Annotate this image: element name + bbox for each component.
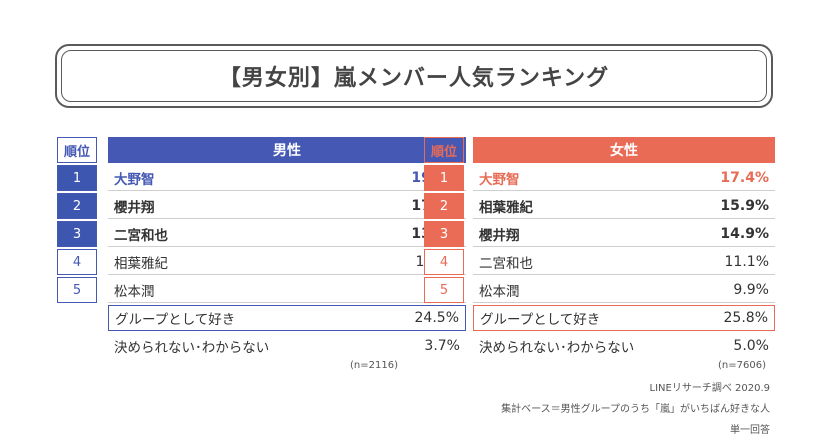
female-rank-cell: 4 <box>424 249 464 275</box>
female-member-name: 相葉雅紀 <box>479 199 533 216</box>
male-table-row: 二宮和也13.9% <box>108 221 466 247</box>
male-sample-size: (n=2116) <box>350 360 398 371</box>
female-member-name: 二宮和也 <box>479 255 533 272</box>
male-header: 男性 <box>108 137 466 163</box>
male-table-row: グループとして好き 24.5% <box>108 305 466 331</box>
female-data-column: 女性 大野智 17.4% 相葉雅紀 15.9% 櫻井翔 14.9% 二宮和也 11.1% 松本潤… <box>473 137 775 359</box>
female-table-row: 相葉雅紀 15.9% <box>473 193 775 219</box>
male-member-name: 相葉雅紀 <box>114 255 168 272</box>
male-rank-header: 順位 <box>57 137 97 163</box>
answer-type-note: 単一回答 <box>730 425 770 436</box>
title-frame: 【男女別】嵐メンバー人気ランキング <box>55 44 773 108</box>
male-rank-cell: 3 <box>57 221 97 247</box>
male-table-row: 櫻井翔17.2% <box>108 193 466 219</box>
male-member-name: 二宮和也 <box>114 227 168 244</box>
female-member-name: 大野智 <box>479 171 520 188</box>
female-table-row: 決められない･わからない 5.0% <box>473 333 775 359</box>
female-header: 女性 <box>473 137 775 163</box>
male-member-name: 大野智 <box>114 171 155 188</box>
female-percent-value: 11.1% <box>724 253 769 270</box>
female-percent-value: 17.4% <box>720 169 769 186</box>
male-member-name: 松本潤 <box>114 283 155 300</box>
male-table-row: 相葉雅紀13.4% <box>108 249 466 275</box>
female-table-row: グループとして好き 25.8% <box>473 305 775 331</box>
female-member-name: グループとして好き <box>480 312 601 328</box>
female-rank-header: 順位 <box>424 137 464 163</box>
male-percent-value: 3.7% <box>424 338 460 354</box>
male-member-name: 櫻井翔 <box>114 199 155 216</box>
male-member-name: グループとして好き <box>115 312 236 328</box>
male-percent-value: 24.5% <box>414 310 459 326</box>
female-table-row: 櫻井翔 14.9% <box>473 221 775 247</box>
male-data-column: 男性 大野智19.7%櫻井翔17.2%二宮和也13.9%相葉雅紀13.4%松本潤… <box>108 137 466 359</box>
female-member-name: 決められない･わからない <box>479 340 635 356</box>
male-rank-cell: 2 <box>57 193 97 219</box>
female-member-name: 櫻井翔 <box>479 227 520 244</box>
page-title: 【男女別】嵐メンバー人気ランキング <box>61 50 767 102</box>
source-note: LINEリサーチ調べ 2020.9 <box>649 383 771 394</box>
female-table-row: 松本潤 9.9% <box>473 277 775 303</box>
male-rank-cell: 4 <box>57 249 97 275</box>
male-table-row: 大野智19.7% <box>108 165 466 191</box>
female-rank-cell: 1 <box>424 165 464 191</box>
female-percent-value: 9.9% <box>733 281 769 298</box>
female-percent-value: 15.9% <box>720 197 769 214</box>
male-rank-cell: 1 <box>57 165 97 191</box>
male-member-name: 決められない･わからない <box>114 340 270 356</box>
female-rank-cell: 5 <box>424 277 464 303</box>
female-rank-cell: 3 <box>424 221 464 247</box>
male-table-row: 決められない･わからない 3.7% <box>108 333 466 359</box>
female-percent-value: 14.9% <box>720 225 769 242</box>
base-note: 集計ベース＝男性グループのうち「嵐」がいちばん好きな人 <box>501 404 770 415</box>
female-rank-cell: 2 <box>424 193 464 219</box>
female-percent-value: 25.8% <box>723 310 768 326</box>
female-sample-size: (n=7606) <box>718 360 766 371</box>
female-table-row: 二宮和也 11.1% <box>473 249 775 275</box>
female-table-row: 大野智 17.4% <box>473 165 775 191</box>
male-rank-cell: 5 <box>57 277 97 303</box>
female-percent-value: 5.0% <box>733 338 769 354</box>
female-member-name: 松本潤 <box>479 283 520 300</box>
male-table-row: 松本潤7.5% <box>108 277 466 303</box>
